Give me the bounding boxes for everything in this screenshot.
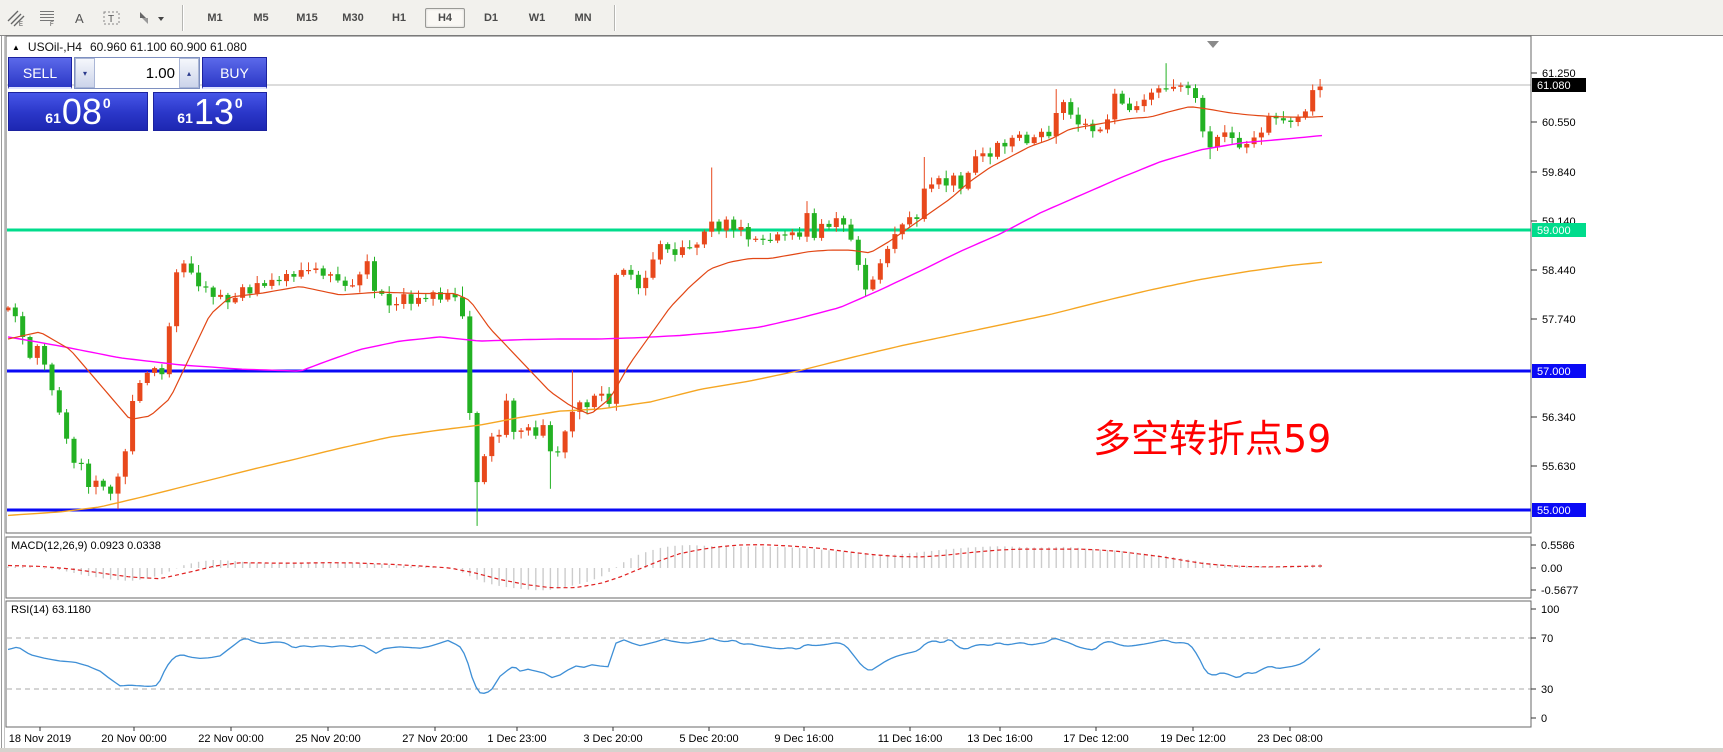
time-tick-label: 13 Dec 16:00 [967, 733, 1032, 745]
candlestick-series [5, 63, 1323, 526]
time-tick-label: 18 Nov 2019 [9, 733, 71, 745]
volume-spinner: ▾ ▴ [74, 57, 200, 89]
macd-histogram [7, 545, 1321, 591]
price-badge [1532, 78, 1586, 92]
bid-big-figure: 61 [45, 110, 61, 126]
volume-input[interactable] [95, 58, 179, 88]
ask-pips: 13 [193, 91, 234, 132]
indicator-tick-label: 30 [1541, 684, 1553, 696]
bid-pips: 08 [61, 91, 102, 132]
price-badge-label: 61.080 [1537, 80, 1571, 92]
indicator-tick-label: 100 [1541, 604, 1559, 616]
ask-big-figure: 61 [177, 110, 193, 126]
one-click-trade-panel: SELL ▾ ▴ BUY 61 08 0 61 13 0 [8, 57, 267, 131]
chart-text-annotation: 多空转折点59 [1093, 417, 1332, 461]
time-tick-label: 20 Nov 00:00 [101, 733, 166, 745]
price-tick-label: 55.630 [1542, 461, 1576, 473]
macd-signal-line [7, 544, 1323, 589]
volume-up-button[interactable]: ▴ [179, 58, 199, 88]
toolbar-separator-2 [614, 4, 616, 31]
price-tick-label: 57.740 [1542, 314, 1576, 326]
svg-text:T: T [108, 14, 114, 25]
rsi-panel-border [5, 600, 1532, 728]
equidistant-channel-icon[interactable]: E [3, 6, 29, 30]
timeframe-M5[interactable]: M5 [253, 11, 269, 24]
sell-button[interactable]: SELL [8, 57, 72, 89]
symbol-name: USOil-,H4 [27, 40, 82, 54]
price-badge-label: 55.000 [1537, 505, 1571, 517]
timeframe-M30[interactable]: M30 [342, 11, 364, 24]
toolbar-separator [182, 4, 184, 31]
macd-indicator-label: MACD(12,26,9) 0.0923 0.0338 [11, 540, 161, 552]
ma-mid-line [7, 134, 1323, 372]
time-tick-label: 25 Nov 20:00 [295, 733, 360, 745]
fibonacci-grid-icon[interactable]: F [35, 6, 61, 30]
indicator-tick-label: -0.5677 [1541, 585, 1578, 597]
timeframe-H4[interactable]: H4 [425, 7, 465, 28]
rsi-line [7, 637, 1321, 694]
buy-button[interactable]: BUY [202, 57, 267, 89]
time-tick-label: 23 Dec 08:00 [1257, 733, 1322, 745]
price-badge-label: 57.000 [1537, 366, 1571, 378]
timeframe-buttons: M1 M5 M15 M30 H1 H4 D1 W1 MN [192, 7, 606, 28]
text-tool-icon[interactable]: A [67, 6, 93, 30]
time-tick-label: 9 Dec 16:00 [774, 733, 833, 745]
timeframe-D1[interactable]: D1 [483, 11, 499, 24]
price-badge [1532, 503, 1586, 517]
indicator-tick-label: 0.00 [1541, 563, 1562, 575]
time-tick-label: 3 Dec 20:00 [583, 733, 642, 745]
timeframe-M15[interactable]: M15 [296, 11, 318, 24]
volume-down-button[interactable]: ▾ [75, 58, 95, 88]
collapse-triangle-icon[interactable]: ▲ [12, 42, 20, 52]
timeframe-M1[interactable]: M1 [207, 11, 223, 24]
ma-slow-line [7, 261, 1323, 517]
time-tick-label: 27 Nov 20:00 [402, 733, 467, 745]
indicator-tick-label: 0.5586 [1541, 540, 1575, 552]
indicator-tick-label: 0 [1541, 713, 1547, 725]
bid-price-display[interactable]: 61 08 0 [8, 92, 148, 131]
timeframe-H1[interactable]: H1 [391, 11, 407, 24]
symbol-ohlc: 60.960 61.100 60.900 61.080 [89, 40, 247, 54]
time-tick-label: 5 Dec 20:00 [679, 733, 738, 745]
status-strip [0, 748, 1723, 752]
rsi-indicator-label: RSI(14) 63.1180 [11, 604, 91, 616]
price-tick-label: 59.840 [1542, 167, 1576, 179]
arrange-objects-icon[interactable] [131, 6, 171, 30]
price-badge-label: 59.000 [1537, 225, 1571, 237]
text-label-icon[interactable]: T [99, 6, 125, 30]
price-tick-label: 60.550 [1542, 117, 1576, 129]
page-background [0, 36, 1723, 752]
ask-pipette: 0 [234, 95, 243, 111]
svg-text:A: A [75, 11, 84, 26]
chart-shift-marker-icon [1207, 41, 1219, 48]
chart-symbol-title: ▲ USOil-,H4 60.960 61.100 60.900 61.080 [12, 40, 247, 54]
main-panel-border [5, 35, 1532, 534]
price-tick-label: 61.250 [1542, 68, 1576, 80]
price-badge [1532, 364, 1586, 378]
ask-price-display[interactable]: 61 13 0 [153, 92, 267, 131]
time-tick-label: 11 Dec 16:00 [878, 733, 943, 745]
time-tick-label: 17 Dec 12:00 [1063, 733, 1128, 745]
indicator-tick-label: 70 [1541, 633, 1553, 645]
ma-fast-line [7, 106, 1324, 420]
time-tick-label: 22 Nov 00:00 [198, 733, 263, 745]
price-badge [1532, 223, 1586, 237]
svg-text:F: F [50, 22, 54, 27]
time-tick-label: 19 Dec 12:00 [1160, 733, 1225, 745]
svg-text:E: E [19, 22, 23, 27]
timeframe-MN[interactable]: MN [574, 11, 592, 24]
price-tick-label: 56.340 [1542, 412, 1576, 424]
bid-pipette: 0 [102, 95, 111, 111]
price-tick-label: 58.440 [1542, 265, 1576, 277]
time-tick-label: 1 Dec 23:00 [487, 733, 546, 745]
timeframe-W1[interactable]: W1 [528, 11, 546, 24]
